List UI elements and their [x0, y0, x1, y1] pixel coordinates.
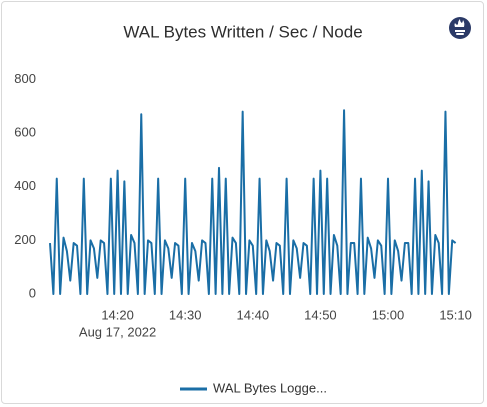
x-tick-label: 15:10 — [439, 307, 472, 322]
y-tick-label: 0 — [29, 285, 36, 300]
x-date-label: Aug 17, 2022 — [79, 324, 156, 339]
y-tick-label: 400 — [14, 178, 36, 193]
x-tick-label: 14:50 — [304, 307, 337, 322]
x-tick-label: 14:40 — [237, 307, 270, 322]
prometheus-icon — [449, 17, 471, 39]
y-tick-label: 600 — [14, 124, 36, 139]
x-tick-label: 14:30 — [169, 307, 202, 322]
series-line — [49, 109, 457, 295]
x-tick-label: 14:20 — [101, 307, 134, 322]
plot-area: 0 200 400 600 800 14:20 14:30 14:40 14:50 15:00 15… — [14, 71, 472, 340]
x-tick-label: 15:00 — [372, 307, 405, 322]
legend-label[interactable]: WAL Bytes Logge... — [213, 380, 327, 395]
chart-title: WAL Bytes Written / Sec / Node — [123, 22, 362, 41]
y-tick-label: 800 — [14, 71, 36, 86]
y-tick-label: 200 — [14, 232, 36, 247]
